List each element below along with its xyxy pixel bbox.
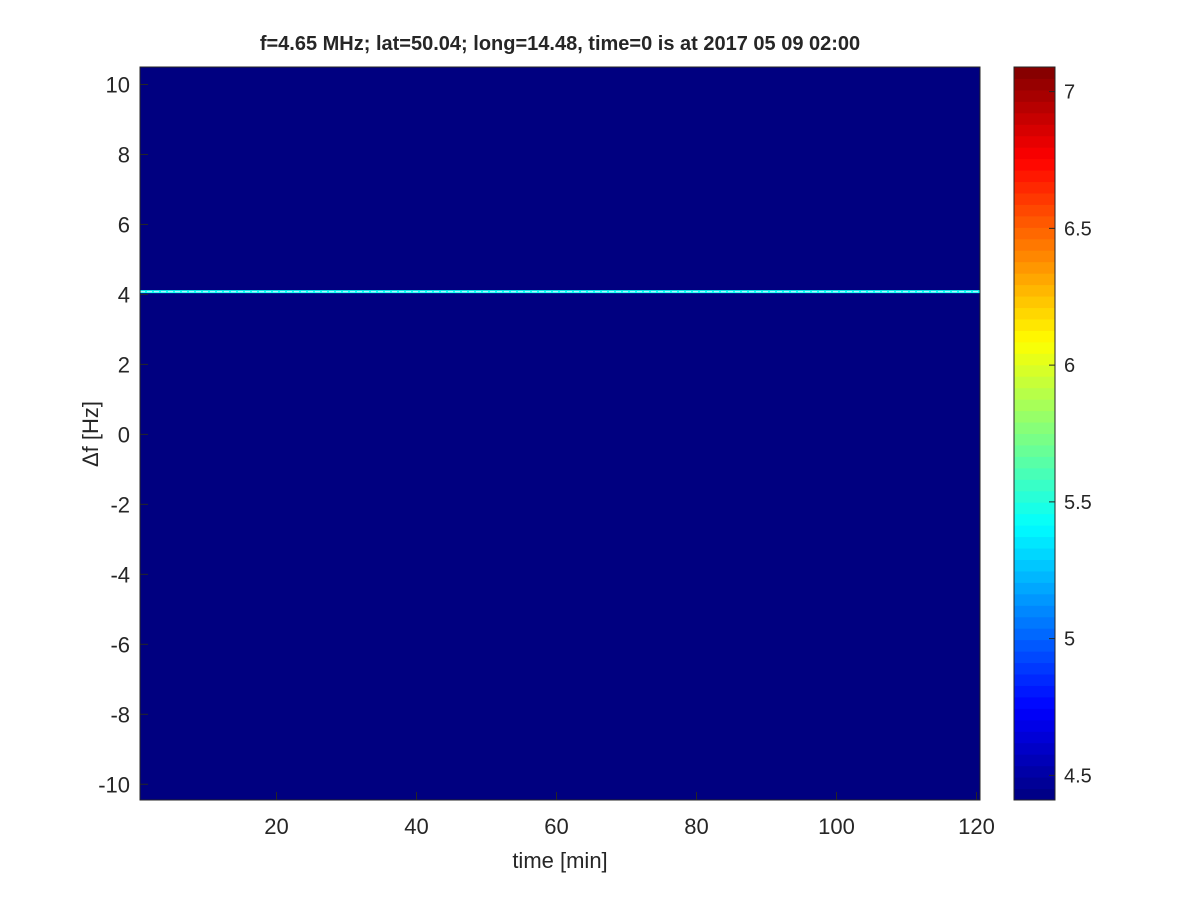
colorbar-segment — [1014, 754, 1055, 767]
colorbar-segment — [1014, 261, 1055, 274]
colorbar-tick-label: 4.5 — [1064, 765, 1092, 787]
colorbar-segment — [1014, 651, 1055, 664]
x-tick-label: 80 — [684, 814, 708, 839]
colorbar-segment — [1014, 422, 1055, 434]
x-tick-label: 100 — [818, 814, 855, 839]
colorbar-segment — [1014, 685, 1055, 698]
colorbar-segment — [1014, 135, 1055, 148]
colorbar-segment — [1014, 467, 1055, 480]
colorbar-segment — [1014, 89, 1055, 102]
colorbar-segment — [1014, 238, 1055, 251]
y-tick-label: -4 — [110, 562, 130, 587]
colorbar-segment — [1014, 479, 1055, 492]
colorbar-segment — [1014, 765, 1055, 778]
colorbar-segment — [1014, 364, 1055, 377]
y-tick-label: 8 — [118, 142, 130, 167]
colorbar-segment — [1014, 582, 1055, 595]
colorbar-segment — [1014, 548, 1055, 560]
colorbar-segment — [1014, 78, 1055, 91]
colorbar-segment — [1014, 593, 1055, 606]
colorbar-segment — [1014, 387, 1055, 400]
chart-title: f=4.65 MHz; lat=50.04; long=14.48, time=… — [260, 33, 860, 55]
colorbar-segment — [1014, 307, 1055, 320]
colorbar-segment — [1014, 490, 1055, 503]
x-tick-label: 40 — [404, 814, 428, 839]
colorbar-segment — [1014, 376, 1055, 389]
colorbar-segment — [1014, 67, 1055, 79]
y-tick-label: 2 — [118, 352, 130, 377]
colorbar-tick-label: 6.5 — [1064, 218, 1092, 240]
colorbar-segment — [1014, 296, 1055, 309]
plot-area — [139, 66, 981, 801]
colorbar-border — [1013, 66, 1056, 801]
colorbar-segment — [1014, 502, 1055, 515]
colorbar-segment — [1014, 204, 1055, 217]
y-axis-label: Δf [Hz] — [78, 401, 103, 467]
x-axis-label: time [min] — [512, 848, 607, 873]
colorbar-segment — [1014, 192, 1055, 205]
colorbar-segment — [1014, 605, 1055, 618]
colorbar-segment — [1014, 158, 1055, 171]
colorbar-segment — [1014, 628, 1055, 641]
y-tick-label: 4 — [118, 282, 130, 307]
colorbar-segment — [1014, 433, 1055, 446]
colorbar-segment — [1014, 788, 1055, 801]
colorbar-segment — [1014, 399, 1055, 412]
colorbar-segment — [1014, 742, 1055, 755]
colorbar-tick-label: 7 — [1064, 82, 1075, 104]
y-tick-label: -8 — [110, 702, 130, 727]
x-axis: 20 40 60 80 100 120 — [264, 792, 995, 839]
colorbar-segment — [1014, 536, 1055, 549]
colorbar-segment — [1014, 353, 1055, 366]
y-tick-label: 6 — [118, 212, 130, 237]
colorbar-segment — [1014, 101, 1055, 114]
colorbar-segment — [1014, 513, 1055, 526]
colorbar-segment — [1014, 674, 1055, 686]
colorbar-segment — [1014, 330, 1055, 343]
colorbar-segment — [1014, 719, 1055, 732]
colorbar-segment — [1014, 410, 1055, 423]
colorbar-segment — [1014, 215, 1055, 228]
colorbar-segment — [1014, 559, 1055, 572]
colorbar: 4.5 5 5.5 6 6.5 7 — [1013, 66, 1092, 801]
colorbar-segment — [1014, 227, 1055, 240]
x-tick-label: 120 — [958, 814, 995, 839]
plot-border — [139, 66, 981, 801]
y-tick-label: -6 — [110, 632, 130, 657]
y-tick-label: 0 — [118, 422, 130, 447]
colorbar-segment — [1014, 525, 1055, 538]
colorbar-segment — [1014, 124, 1055, 137]
y-tick-label: -10 — [98, 772, 130, 797]
colorbar-segment — [1014, 708, 1055, 721]
colorbar-segment — [1014, 639, 1055, 652]
colorbar-segment — [1014, 696, 1055, 709]
colorbar-segment — [1014, 444, 1055, 457]
colorbar-segment — [1014, 112, 1055, 125]
x-tick-label: 60 — [544, 814, 568, 839]
y-tick-label: 10 — [106, 72, 130, 97]
colorbar-segment — [1014, 181, 1055, 194]
colorbar-segment — [1014, 662, 1055, 675]
colorbar-segment — [1014, 250, 1055, 263]
colorbar-segment — [1014, 456, 1055, 469]
y-axis: -10 -8 -6 -4 -2 0 2 4 6 8 10 — [98, 72, 148, 797]
x-tick-label: 20 — [264, 814, 288, 839]
colorbar-segment — [1014, 341, 1055, 354]
colorbar-segment — [1014, 731, 1055, 744]
colorbar-tick-label: 6 — [1064, 355, 1075, 377]
y-tick-label: -2 — [110, 492, 130, 517]
heatmap-background — [140, 67, 980, 800]
colorbar-segment — [1014, 284, 1055, 297]
colorbar-tick-label: 5.5 — [1064, 492, 1092, 514]
colorbar-segment — [1014, 777, 1055, 790]
colorbar-segment — [1014, 147, 1055, 160]
colorbar-tick-label: 5 — [1064, 629, 1075, 651]
colorbar-segment — [1014, 273, 1055, 286]
colorbar-segment — [1014, 616, 1055, 629]
colorbar-segment — [1014, 318, 1055, 331]
colorbar-segment — [1014, 570, 1055, 583]
colorbar-segment — [1014, 170, 1055, 183]
